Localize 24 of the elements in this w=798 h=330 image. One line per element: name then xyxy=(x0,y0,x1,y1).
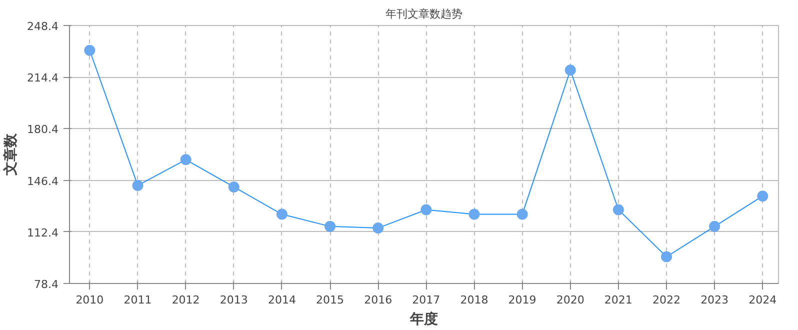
x-tick-label: 2012 xyxy=(172,294,200,306)
y-tick-label: 248.4 xyxy=(27,20,59,33)
x-tick-label: 2021 xyxy=(604,294,632,306)
x-tick-label: 2019 xyxy=(508,294,536,306)
x-tick-label: 2017 xyxy=(412,294,440,306)
x-axis-title: 年度 xyxy=(409,310,438,328)
y-tick-label: 112.4 xyxy=(27,226,59,240)
x-tick-label: 2014 xyxy=(268,294,296,306)
x-tick-label: 2020 xyxy=(556,294,584,306)
y-tick-label: 78.4 xyxy=(34,278,59,291)
x-tick-label: 2023 xyxy=(700,294,729,306)
x-tick-label: 2022 xyxy=(652,294,681,306)
y-tick-label: 214.4 xyxy=(27,72,59,85)
chart-title: 年刊文章数趋势 xyxy=(386,8,462,20)
y-tick-label: 180.4 xyxy=(27,123,59,136)
y-axis-title: 文章数 xyxy=(2,132,20,176)
x-tick-label: 2015 xyxy=(316,294,344,306)
y-tick-label: 146.4 xyxy=(27,174,59,188)
x-tick-label: 2011 xyxy=(124,294,152,306)
x-tick-label: 2018 xyxy=(460,294,488,306)
x-tick-label: 2016 xyxy=(364,294,392,306)
x-tick-label: 2013 xyxy=(220,294,248,306)
x-tick-label: 2010 xyxy=(76,294,104,306)
x-tick-label: 2024 xyxy=(748,294,777,306)
